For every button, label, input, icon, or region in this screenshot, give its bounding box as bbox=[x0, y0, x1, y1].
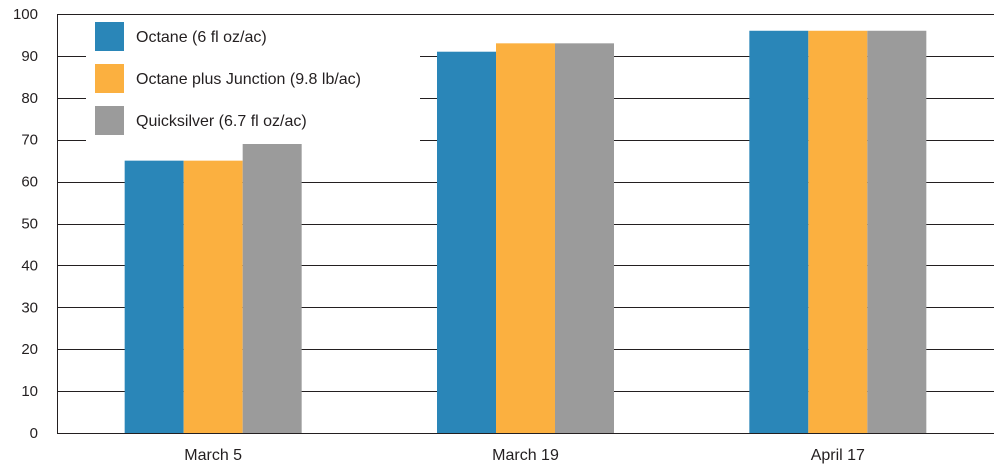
legend-swatch-2 bbox=[95, 64, 124, 93]
y-tick-label: 50 bbox=[21, 216, 38, 233]
bar-3-april-17 bbox=[867, 30, 927, 433]
legend: Octane (6 fl oz/ac) Octane plus Junction … bbox=[86, 16, 420, 144]
legend-label-2: Octane plus Junction (9.8 lb/ac) bbox=[136, 71, 361, 88]
x-category-label: March 5 bbox=[184, 447, 242, 464]
legend-swatch-3 bbox=[95, 106, 124, 135]
y-tick-label: 90 bbox=[21, 48, 38, 65]
bar-1-march-19 bbox=[437, 51, 496, 434]
y-tick-label: 70 bbox=[21, 132, 38, 149]
bar-1-april-17 bbox=[749, 30, 809, 433]
y-tick-label: 0 bbox=[30, 425, 38, 442]
y-tick-label: 100 bbox=[13, 6, 38, 23]
bar-2-april-17 bbox=[808, 30, 868, 433]
x-category-label: March 19 bbox=[492, 447, 559, 464]
y-tick-label: 20 bbox=[21, 341, 38, 358]
legend-background bbox=[86, 16, 420, 144]
y-tick-label: 60 bbox=[21, 174, 38, 191]
legend-label-1: Octane (6 fl oz/ac) bbox=[136, 29, 267, 46]
bar-3-march-19 bbox=[555, 43, 614, 434]
y-tick-label: 40 bbox=[21, 257, 38, 274]
y-tick-label: 30 bbox=[21, 299, 38, 316]
legend-label-3: Quicksilver (6.7 fl oz/ac) bbox=[136, 113, 307, 130]
bar-3-march-5 bbox=[242, 139, 302, 433]
legend-swatch-1 bbox=[95, 22, 124, 51]
y-tick-label: 80 bbox=[21, 90, 38, 107]
bar-2-march-19 bbox=[496, 43, 555, 434]
y-tick-label: 10 bbox=[21, 383, 38, 400]
bars bbox=[124, 30, 927, 434]
x-category-label: April 17 bbox=[811, 447, 865, 464]
bar-1-march-5 bbox=[124, 160, 184, 433]
axes: 0 10 20 30 40 50 60 70 80 90 100 March 5 March 19 Apr… bbox=[13, 6, 994, 464]
bar-2-march-5 bbox=[183, 160, 243, 433]
